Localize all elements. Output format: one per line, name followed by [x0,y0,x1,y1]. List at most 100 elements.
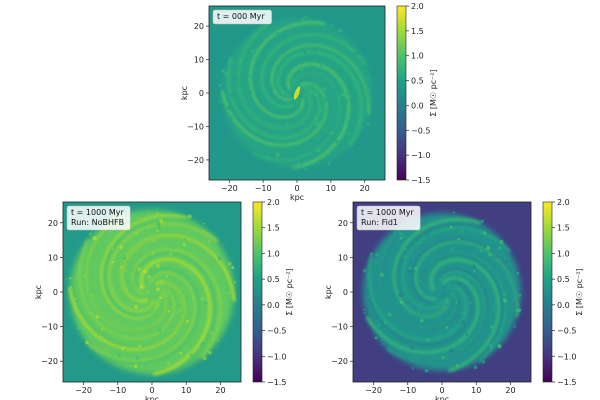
gas-clump [227,291,231,295]
gas-clump [455,301,458,304]
gas-clump [135,232,138,235]
gas-clump [380,343,383,346]
gas-clump [139,285,144,289]
gas-clump [479,261,482,264]
gas-clump [89,232,92,235]
annotation-box [212,9,272,25]
gas-clump [147,213,152,217]
gas-clump [377,323,381,327]
gas-clump [278,129,283,133]
gas-clump [120,279,126,284]
gas-clump [291,117,294,120]
gas-clump [303,50,307,54]
gas-clump [286,73,289,75]
gas-clump [251,49,255,53]
gas-clump [126,260,129,263]
y-tick-label: 10 [194,56,204,65]
gas-clump [280,51,282,53]
gas-clump [390,289,394,293]
gas-clump [203,356,207,361]
x-tick-label: −20 [221,184,238,193]
gas-clump [395,338,399,342]
y-tick-label: −10 [331,323,348,332]
gas-clump [209,298,212,301]
gas-clump [280,90,285,95]
gas-clump [204,301,208,305]
gas-clump [445,303,448,306]
gas-clump [281,94,285,98]
x-tick-label: 0 [439,386,444,395]
gas-clump [424,368,429,373]
gas-clump [319,131,323,134]
spiral-arm [365,276,480,355]
colorbar-tick-label: 1.5 [411,27,424,36]
gas-clump [224,72,229,76]
gas-clump [445,326,449,329]
gas-clump [453,211,456,214]
gas-clump [313,48,317,52]
gas-clump [460,278,463,282]
spiral-arm [367,255,469,342]
gas-clump [370,322,372,325]
gas-clump [280,21,283,24]
gas-clump [191,306,193,308]
gas-clump [125,280,127,283]
gas-clump [294,166,298,171]
gas-clump [338,129,343,134]
gas-clump [177,294,181,298]
colorbar-tick-label: 1.0 [557,249,570,258]
gas-clump [119,245,124,250]
gas-clump [494,254,498,258]
gas-clump [150,238,154,242]
gas-clump [276,32,280,36]
gas-clump [461,348,464,351]
gas-clump [69,276,72,280]
gas-clump [229,93,234,98]
gas-clump [407,269,412,274]
inter-arm-lane [280,56,356,162]
gas-clump [99,335,104,340]
colorbar-tick-label: −1.5 [411,176,430,185]
gas-clump [137,267,142,271]
gas-clump [218,83,223,88]
inter-arm-lane [100,267,200,365]
gas-clump [285,122,289,126]
annotation-text: Run: NoBHFB [71,218,124,227]
gas-clump [160,367,163,370]
gas-clump [156,229,159,233]
gas-clump [179,351,183,355]
gas-clump [177,292,180,294]
gas-clump [419,234,421,236]
inter-arm-lane [424,253,504,365]
gas-clump [483,359,486,362]
gas-clump [334,65,339,70]
gas-clump [125,288,128,291]
gas-clump [227,261,232,266]
gas-clump [181,291,184,294]
gas-clump [137,217,140,220]
gas-clump [484,273,486,275]
gas-clump [356,79,359,82]
gas-clump [125,270,127,272]
gas-clump [156,222,161,226]
colorbar-tick-label: 0.0 [557,301,570,310]
inter-arm-lane [396,222,492,316]
gas-clump [315,59,317,62]
gas-clump [382,251,387,256]
gas-clump [399,319,401,322]
gas-clump [111,247,114,250]
colorbar-tick-label: 0.5 [267,275,280,284]
gas-clump [469,281,473,285]
gas-clump [399,251,402,253]
x-axis-label: kpc [435,395,449,400]
gas-clump [85,336,90,341]
gas-clump [168,277,170,280]
gas-clump [303,166,307,171]
y-tick-label: 0 [343,288,348,297]
x-tick-label: 10 [326,184,336,193]
gas-clump [115,291,120,296]
gas-clump [516,272,520,275]
y-tick-label: 20 [194,22,204,31]
gas-clump [148,234,153,239]
gas-clump [183,294,185,296]
